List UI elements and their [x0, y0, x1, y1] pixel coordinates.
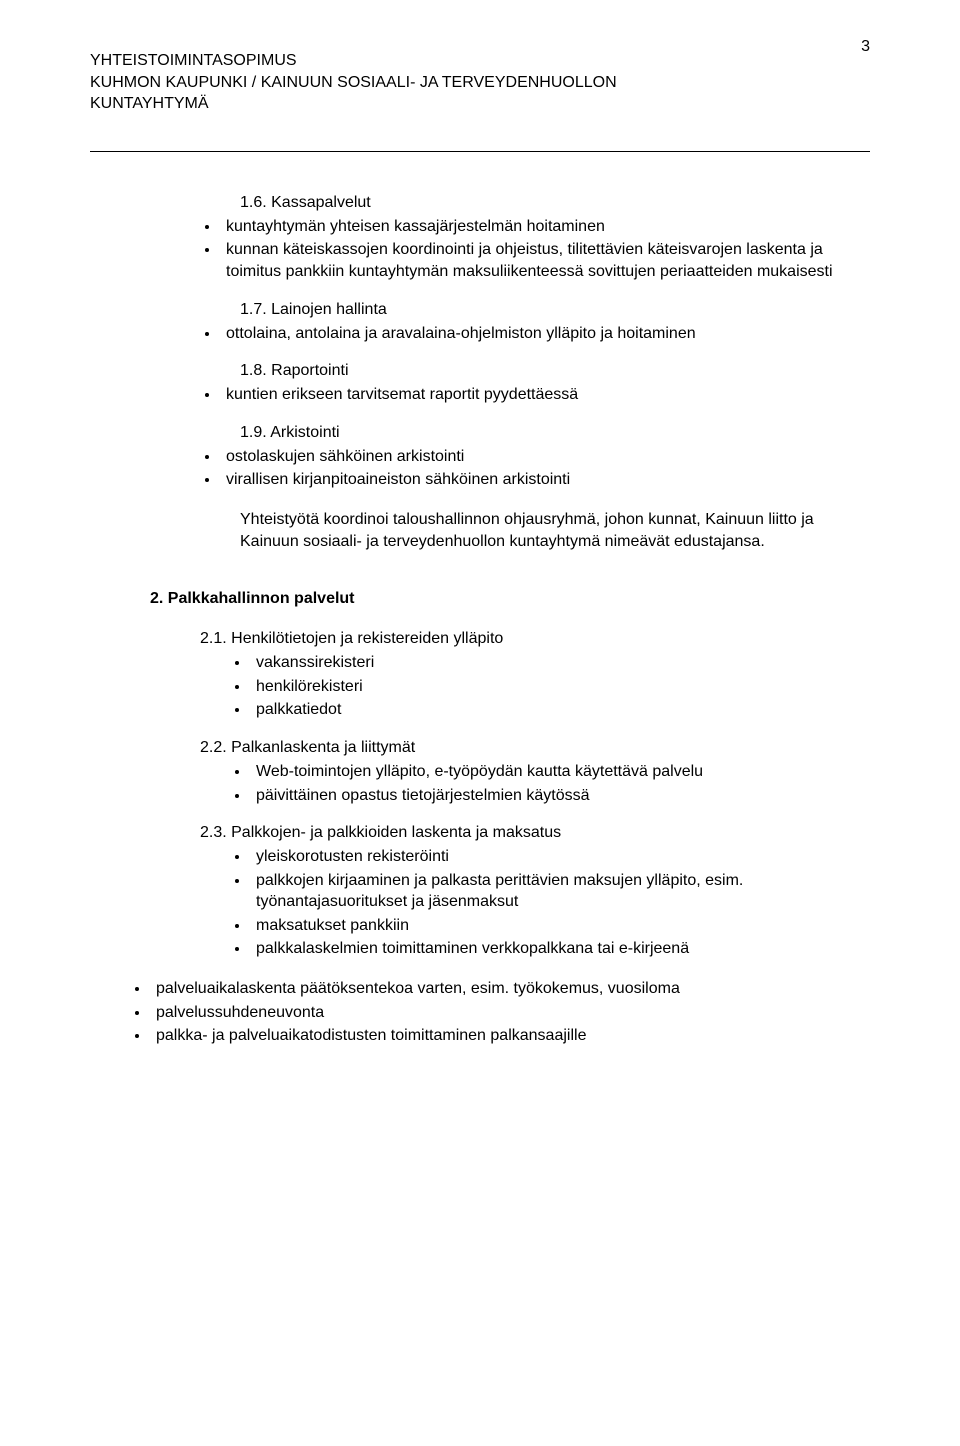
- list-item: päivittäinen opastus tietojärjestelmien …: [250, 785, 870, 807]
- section-2-2-title: 2.2. Palkanlaskenta ja liittymät: [200, 739, 870, 757]
- list-item: Web-toimintojen ylläpito, e-työpöydän ka…: [250, 761, 870, 783]
- list-item: maksatukset pankkiin: [250, 915, 870, 937]
- section-1-6-title: 1.6. Kassapalvelut: [240, 194, 870, 212]
- header-divider: [90, 151, 870, 152]
- section-2-outer-list: palveluaikalaskenta päätöksentekoa varte…: [90, 978, 870, 1047]
- list-item: kuntayhtymän yhteisen kassajärjestelmän …: [220, 216, 870, 238]
- page-number: 3: [861, 38, 870, 56]
- section-1-9-title: 1.9. Arkistointi: [240, 424, 870, 442]
- section-2-3-list: yleiskorotusten rekisteröinti palkkojen …: [90, 846, 870, 960]
- list-item: ostolaskujen sähköinen arkistointi: [220, 446, 870, 468]
- list-item: palveluaikalaskenta päätöksentekoa varte…: [150, 978, 870, 1000]
- list-item: virallisen kirjanpitoaineiston sähköinen…: [220, 469, 870, 491]
- header-line-1: YHTEISTOIMINTASOPIMUS: [90, 50, 870, 72]
- section-1-6-list: kuntayhtymän yhteisen kassajärjestelmän …: [90, 216, 870, 283]
- header-line-2: KUHMON KAUPUNKI / KAINUUN SOSIAALI- JA T…: [90, 72, 870, 94]
- section-2-1-list: vakanssirekisteri henkilörekisteri palkk…: [90, 652, 870, 721]
- list-item: ottolaina, antolaina ja aravalaina-ohjel…: [220, 323, 870, 345]
- section-1-8-title: 1.8. Raportointi: [240, 362, 870, 380]
- list-item: palkkatiedot: [250, 699, 870, 721]
- list-item: kunnan käteiskassojen koordinointi ja oh…: [220, 239, 870, 282]
- list-item: vakanssirekisteri: [250, 652, 870, 674]
- section-1-7-title: 1.7. Lainojen hallinta: [240, 301, 870, 319]
- list-item: henkilörekisteri: [250, 676, 870, 698]
- list-item: palvelussuhdeneuvonta: [150, 1002, 870, 1024]
- list-item: palkkalaskelmien toimittaminen verkkopal…: [250, 938, 870, 960]
- section-2-2-list: Web-toimintojen ylläpito, e-työpöydän ka…: [90, 761, 870, 806]
- list-item: kuntien erikseen tarvitsemat raportit py…: [220, 384, 870, 406]
- section-2-1-title: 2.1. Henkilötietojen ja rekistereiden yl…: [200, 630, 870, 648]
- section-1-9-paragraph: Yhteistyötä koordinoi taloushallinnon oh…: [240, 509, 840, 552]
- section-1-9-list: ostolaskujen sähköinen arkistointi viral…: [90, 446, 870, 491]
- section-1-8-list: kuntien erikseen tarvitsemat raportit py…: [90, 384, 870, 406]
- section-1-7-list: ottolaina, antolaina ja aravalaina-ohjel…: [90, 323, 870, 345]
- list-item: palkka- ja palveluaikatodistusten toimit…: [150, 1025, 870, 1047]
- header-line-3: KUNTAYHTYMÄ: [90, 93, 870, 115]
- document-page: 3 YHTEISTOIMINTASOPIMUS KUHMON KAUPUNKI …: [0, 0, 960, 1446]
- section-2-3-title: 2.3. Palkkojen- ja palkkioiden laskenta …: [200, 824, 870, 842]
- list-item: palkkojen kirjaaminen ja palkasta peritt…: [250, 870, 870, 913]
- list-item: yleiskorotusten rekisteröinti: [250, 846, 870, 868]
- section-2-heading: 2. Palkkahallinnon palvelut: [150, 590, 870, 608]
- document-header: YHTEISTOIMINTASOPIMUS KUHMON KAUPUNKI / …: [90, 50, 870, 115]
